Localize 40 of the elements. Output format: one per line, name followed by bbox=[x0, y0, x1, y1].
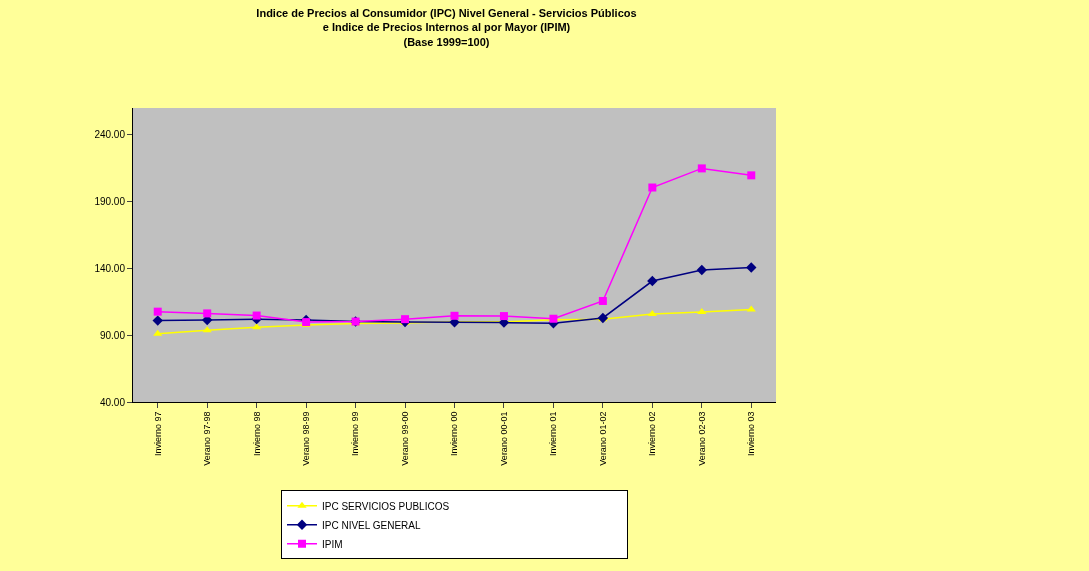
point bbox=[746, 305, 756, 312]
legend-label: IPC NIVEL GENERAL bbox=[322, 519, 421, 531]
point bbox=[252, 311, 261, 320]
x-tick-label: Verano 02-03 bbox=[696, 411, 707, 466]
y-tick-label: 90.00 bbox=[99, 329, 126, 341]
point bbox=[647, 275, 658, 287]
point bbox=[153, 329, 163, 336]
x-tick-label: Invierno 01 bbox=[548, 411, 559, 457]
x-tick-label: Invierno 97 bbox=[152, 411, 163, 457]
x-tick-label: Verano 01-02 bbox=[597, 411, 608, 466]
y-tick-label: 190.00 bbox=[94, 196, 126, 208]
x-tick-label: Invierno 98 bbox=[251, 411, 262, 457]
x-tick-label: Verano 00-01 bbox=[498, 411, 509, 466]
point bbox=[647, 310, 657, 317]
y-tick-label: 240.00 bbox=[94, 129, 126, 141]
point bbox=[697, 307, 707, 314]
y-tick-label: 40.00 bbox=[99, 396, 126, 408]
legend-label: IPIM bbox=[322, 538, 343, 550]
point bbox=[499, 312, 508, 321]
point bbox=[746, 262, 757, 273]
point bbox=[203, 309, 212, 318]
point bbox=[648, 183, 657, 192]
point bbox=[450, 311, 459, 320]
point bbox=[152, 315, 163, 326]
x-tick-label: Verano 98-99 bbox=[301, 411, 312, 466]
x-tick-label: Verano 97-98 bbox=[202, 411, 213, 466]
point bbox=[153, 307, 162, 316]
point bbox=[696, 264, 708, 276]
y-tick-label: 140.00 bbox=[94, 262, 126, 274]
x-tick-label: Invierno 02 bbox=[647, 411, 658, 457]
x-tick-label: Invierno 03 bbox=[746, 411, 757, 457]
point bbox=[747, 171, 756, 180]
chart-title: Indice de Precios al Consumidor (IPC) Nivel General - Servicios Públicos e Indice de Precios Internos al por Mayor (IPIM) (Base 1999=100) bbox=[256, 7, 637, 48]
x-tick-label: Verano 99-00 bbox=[399, 411, 410, 466]
point bbox=[697, 164, 706, 173]
legend-label: IPC SERVICIOS PUBLICOS bbox=[322, 500, 450, 512]
point bbox=[401, 315, 410, 324]
point bbox=[598, 296, 607, 305]
x-tick-label: Invierno 99 bbox=[350, 411, 361, 457]
x-tick-label: Invierno 00 bbox=[449, 411, 460, 457]
